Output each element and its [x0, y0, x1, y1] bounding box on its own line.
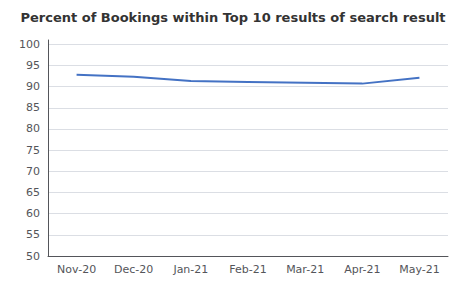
svg-text:85: 85: [26, 101, 40, 114]
svg-text:Dec-20: Dec-20: [114, 263, 153, 276]
svg-text:80: 80: [26, 122, 40, 135]
svg-text:Feb-21: Feb-21: [229, 263, 266, 276]
svg-text:Apr-21: Apr-21: [344, 263, 380, 276]
svg-text:65: 65: [26, 186, 40, 199]
svg-text:60: 60: [26, 207, 40, 220]
svg-text:75: 75: [26, 144, 40, 157]
svg-text:Percent of Bookings within Top: Percent of Bookings within Top 10 result…: [20, 10, 445, 25]
svg-text:Mar-21: Mar-21: [286, 263, 324, 276]
svg-text:100: 100: [19, 38, 40, 51]
svg-text:Nov-20: Nov-20: [57, 263, 96, 276]
svg-text:70: 70: [26, 165, 40, 178]
svg-text:50: 50: [26, 250, 40, 263]
svg-text:May-21: May-21: [399, 263, 440, 276]
svg-text:Jan-21: Jan-21: [172, 263, 208, 276]
svg-text:55: 55: [26, 228, 40, 241]
svg-text:95: 95: [26, 59, 40, 72]
svg-text:90: 90: [26, 80, 40, 93]
